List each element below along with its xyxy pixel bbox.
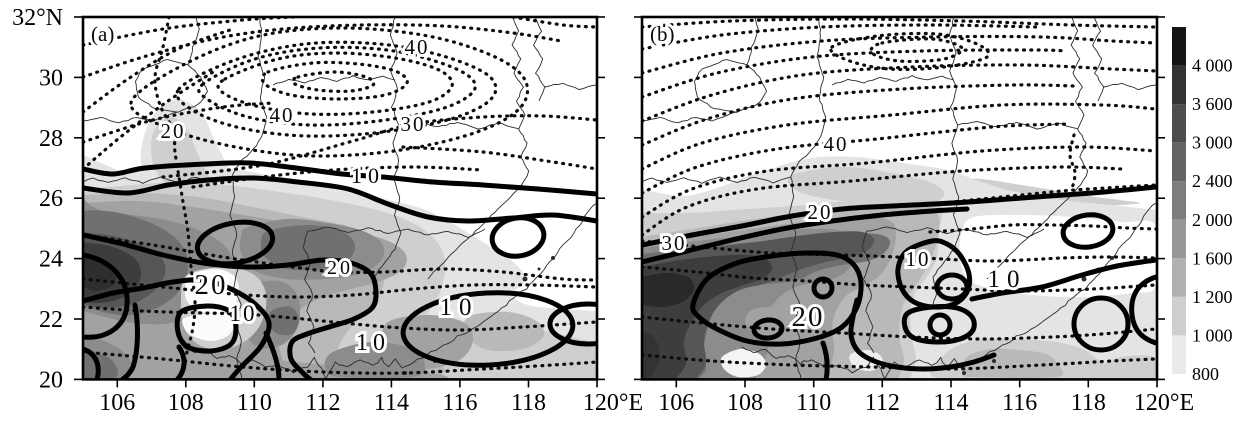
svg-text:1 200: 1 200 (1192, 287, 1233, 307)
svg-text:10: 10 (440, 294, 479, 321)
svg-text:120°E: 120°E (583, 390, 643, 416)
svg-text:20: 20 (195, 269, 228, 301)
svg-text:800: 800 (1192, 364, 1219, 384)
svg-text:32°N: 32°N (12, 5, 63, 31)
svg-text:106: 106 (99, 390, 135, 416)
svg-text:30: 30 (662, 231, 687, 255)
svg-text:10: 10 (230, 301, 257, 326)
svg-text:118: 118 (511, 390, 546, 416)
svg-text:1 600: 1 600 (1192, 248, 1233, 268)
svg-text:20: 20 (792, 301, 825, 333)
svg-text:20: 20 (327, 257, 353, 279)
svg-text:112: 112 (865, 390, 900, 416)
svg-text:40: 40 (824, 132, 849, 156)
svg-text:3 600: 3 600 (1192, 94, 1233, 114)
svg-text:22: 22 (39, 307, 63, 333)
svg-text:(a): (a) (91, 22, 114, 46)
svg-text:28: 28 (39, 126, 63, 152)
svg-text:2 400: 2 400 (1192, 171, 1233, 191)
svg-text:(b): (b) (650, 22, 675, 46)
svg-text:2 000: 2 000 (1192, 210, 1233, 230)
svg-text:3 000: 3 000 (1192, 133, 1233, 153)
svg-text:118: 118 (1071, 390, 1106, 416)
svg-text:1 000: 1 000 (1192, 325, 1233, 345)
svg-text:20: 20 (161, 119, 186, 143)
svg-text:4 000: 4 000 (1192, 56, 1233, 76)
svg-text:116: 116 (1002, 390, 1037, 416)
svg-text:108: 108 (168, 390, 204, 416)
svg-text:40: 40 (405, 35, 430, 59)
svg-text:30: 30 (39, 65, 63, 91)
svg-text:10: 10 (351, 163, 385, 188)
svg-text:110: 110 (796, 390, 831, 416)
svg-text:26: 26 (39, 186, 63, 212)
svg-text:10: 10 (906, 247, 931, 271)
svg-text:108: 108 (727, 390, 763, 416)
svg-text:24: 24 (39, 247, 63, 273)
svg-text:114: 114 (933, 390, 968, 416)
svg-text:120°E: 120°E (1134, 390, 1194, 416)
svg-text:10: 10 (988, 266, 1027, 293)
svg-text:110: 110 (237, 390, 272, 416)
svg-text:114: 114 (374, 390, 409, 416)
svg-text:20: 20 (808, 200, 833, 224)
svg-text:116: 116 (442, 390, 477, 416)
svg-text:20: 20 (39, 367, 63, 393)
svg-text:40: 40 (270, 103, 295, 127)
svg-text:106: 106 (658, 390, 694, 416)
svg-text:30: 30 (401, 112, 426, 136)
svg-text:112: 112 (305, 390, 340, 416)
svg-text:10: 10 (356, 330, 390, 356)
